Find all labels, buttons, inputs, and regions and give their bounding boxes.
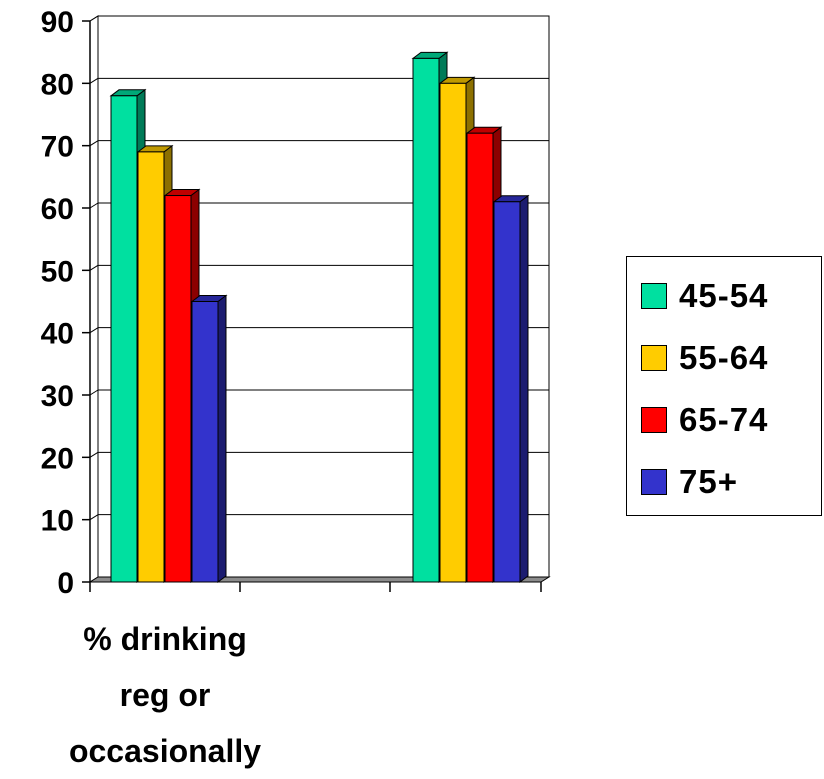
y-tick-label: 90 [41, 6, 74, 39]
bar-front [493, 201, 521, 583]
side-wall [89, 15, 99, 583]
bars [109, 51, 530, 583]
y-axis: 0 10 20 30 40 50 60 70 80 90 [41, 6, 91, 600]
legend-item: 45-54 [641, 277, 769, 314]
y-tick-label: 60 [41, 193, 74, 226]
bar-front [137, 151, 165, 583]
y-tick-label: 10 [41, 505, 74, 538]
gridline-side [89, 389, 99, 396]
y-tick-label: 20 [41, 442, 74, 475]
legend-item: 65-74 [641, 401, 769, 438]
y-tick-label: 70 [41, 131, 74, 164]
bar-front [110, 95, 138, 583]
legend-label: 75+ [679, 463, 738, 500]
legend-item: 55-64 [641, 339, 769, 376]
bar-front [466, 132, 494, 583]
gridline-side [89, 264, 99, 271]
x-category-label: % drinking [83, 621, 247, 657]
y-tick-label: 40 [41, 318, 74, 351]
bar-front [191, 301, 219, 583]
legend-swatch [641, 407, 667, 433]
gridline-side [89, 140, 99, 147]
legend: 45-54 55-64 65-74 75+ [626, 256, 822, 516]
legend-label: 45-54 [679, 277, 769, 314]
legend-swatch [641, 345, 667, 371]
bar [492, 194, 530, 583]
legend-swatch [641, 283, 667, 309]
bar-side [217, 294, 227, 583]
bar-front [412, 57, 440, 583]
legend-label: 65-74 [679, 401, 769, 438]
y-tick-label: 30 [41, 380, 74, 413]
y-tick-label: 50 [41, 255, 74, 288]
bar [190, 294, 228, 583]
gridline-side [89, 514, 99, 521]
gridline-side [89, 77, 99, 84]
gridline-side [89, 202, 99, 209]
gridline-side [89, 15, 99, 22]
x-category-label: reg or [120, 677, 211, 713]
legend-swatch [641, 469, 667, 495]
legend-item: 75+ [641, 463, 738, 500]
legend-label: 55-64 [679, 339, 769, 376]
gridline-side [89, 451, 99, 458]
y-tick-label: 80 [41, 68, 74, 101]
x-category-label: occasionally [69, 733, 261, 769]
gridline-side [89, 327, 99, 334]
bar-front [439, 82, 467, 583]
bar-side [519, 194, 529, 583]
bar-front [164, 195, 192, 583]
y-tick-label: 0 [57, 567, 74, 600]
x-axis: % drinking reg or occasionally [69, 582, 542, 769]
